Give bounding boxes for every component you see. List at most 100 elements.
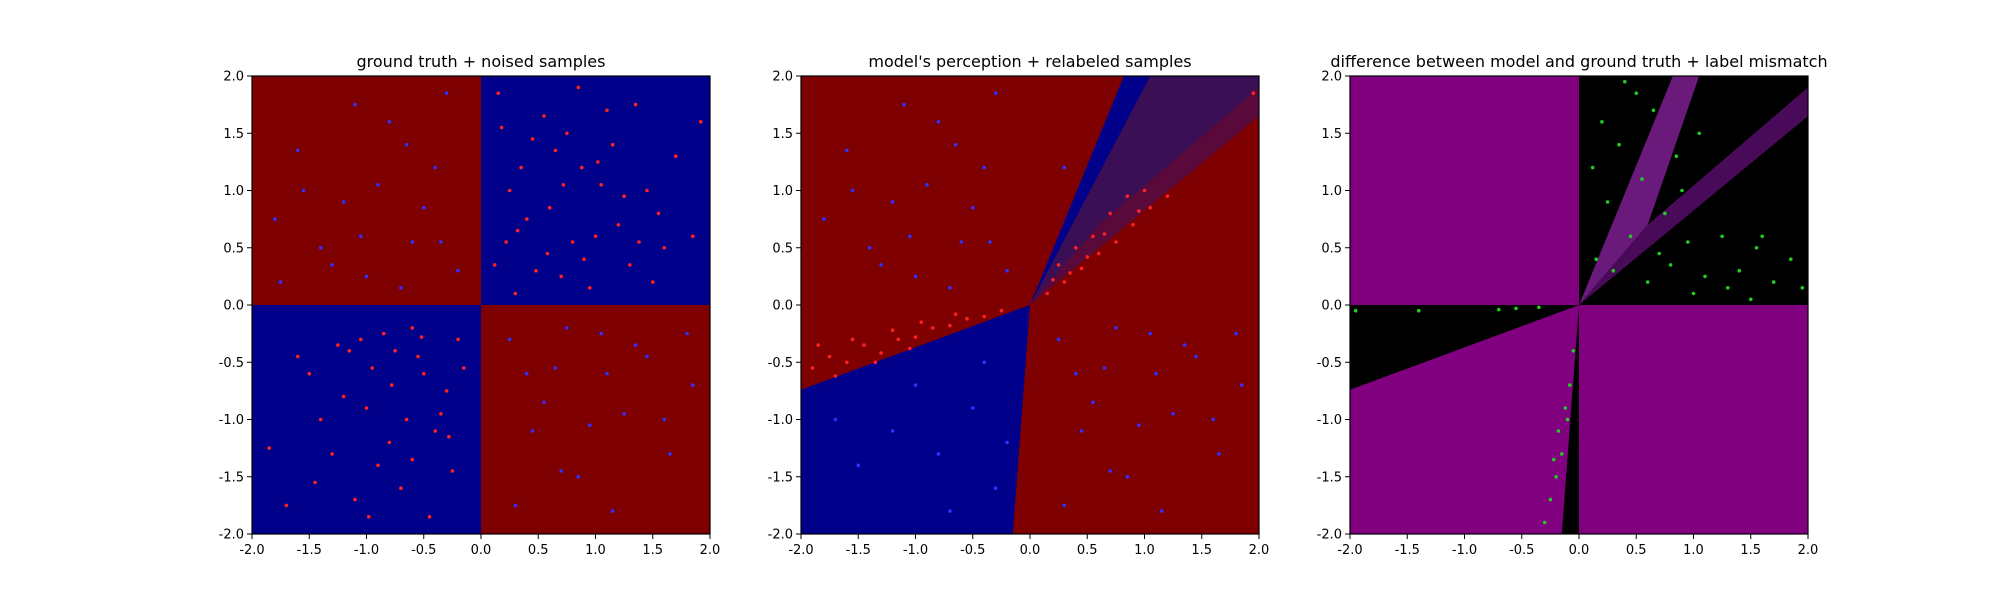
data-point: [1091, 400, 1095, 405]
data-point: [341, 200, 346, 204]
x-tick-label: -1.5: [1395, 543, 1420, 558]
y-tick-label: -2.0: [768, 528, 793, 543]
data-point: [596, 160, 600, 164]
y-tick-label: -2.0: [219, 528, 244, 543]
data-point: [645, 188, 649, 193]
x-tick-label: 0.0: [1020, 543, 1041, 558]
data-point: [628, 263, 632, 267]
data-point: [988, 240, 992, 244]
data-point: [1556, 429, 1561, 433]
data-point: [913, 335, 918, 339]
data-point: [662, 246, 666, 250]
x-tick-label: 2.0: [700, 543, 721, 558]
data-point: [1800, 286, 1805, 290]
data-point: [588, 286, 592, 290]
data-point: [908, 346, 912, 351]
data-point: [1590, 165, 1595, 170]
data-point: [387, 440, 392, 445]
data-point: [1056, 337, 1061, 342]
y-tick-label: 1.0: [772, 184, 793, 199]
y-tick-label: 0.0: [1321, 299, 1342, 314]
data-point: [404, 417, 409, 422]
chart-title: ground truth + noised samples: [357, 52, 606, 71]
data-point: [1125, 194, 1130, 198]
data-point: [622, 412, 626, 416]
x-tick-label: 1.5: [1740, 543, 1761, 558]
data-point: [1611, 268, 1616, 273]
data-point: [439, 240, 443, 244]
data-point: [561, 183, 566, 187]
data-point: [1691, 291, 1696, 296]
data-point: [599, 331, 603, 336]
data-point: [1194, 354, 1198, 359]
data-point: [570, 240, 575, 244]
data-point: [673, 154, 678, 158]
data-point: [330, 452, 334, 456]
data-point: [633, 102, 638, 107]
data-point: [845, 148, 849, 153]
region-2: [801, 305, 1030, 534]
data-point: [588, 423, 592, 428]
data-point: [1148, 205, 1152, 210]
data-point: [393, 349, 397, 353]
data-point: [399, 486, 403, 491]
data-point: [1211, 417, 1215, 422]
data-point: [1617, 142, 1621, 147]
data-point: [416, 354, 420, 359]
data-point: [513, 291, 518, 296]
data-point: [610, 142, 615, 147]
data-point: [959, 240, 964, 244]
data-point: [1131, 223, 1135, 227]
x-tick-label: 1.0: [1683, 543, 1704, 558]
data-point: [890, 200, 895, 204]
data-point: [301, 188, 306, 193]
data-point: [622, 194, 626, 198]
plot-area: [1350, 76, 1808, 534]
data-point: [1079, 266, 1084, 271]
data-point: [1657, 251, 1661, 256]
data-point: [422, 371, 426, 376]
x-tick-label: -1.0: [1452, 543, 1477, 558]
data-point: [890, 429, 895, 433]
data-point: [330, 263, 334, 267]
data-point: [1537, 305, 1541, 310]
data-point: [1674, 154, 1679, 158]
data-point: [1062, 165, 1067, 170]
data-point: [1645, 280, 1650, 284]
data-point: [389, 383, 394, 387]
data-point: [850, 337, 855, 342]
y-axis: -2.0 -1.5 -1.0 -0.5 0.0 0.5 1.0 1.5 2.0: [1317, 70, 1350, 543]
data-point: [576, 85, 581, 90]
data-point: [1171, 412, 1175, 416]
data-point: [1051, 278, 1055, 282]
x-tick-label: -1.5: [297, 543, 322, 558]
data-point: [1125, 475, 1130, 479]
y-tick-label: 1.5: [772, 127, 793, 142]
x-tick-label: -1.0: [354, 543, 379, 558]
data-point: [616, 223, 621, 227]
data-point: [862, 343, 866, 347]
data-point: [1726, 286, 1730, 290]
data-point: [507, 188, 512, 193]
data-point: [427, 515, 432, 519]
x-tick-label: -2.0: [239, 543, 264, 558]
data-point: [1623, 79, 1627, 84]
plot-area: [801, 76, 1259, 534]
x-tick-label: 0.5: [1077, 543, 1098, 558]
region-2: [481, 76, 710, 305]
data-point: [307, 371, 312, 376]
data-point: [1251, 91, 1256, 95]
data-point: [534, 268, 538, 273]
data-point: [530, 429, 535, 433]
data-point: [827, 354, 832, 359]
data-point: [376, 183, 380, 187]
data-point: [444, 91, 449, 95]
data-point: [656, 211, 661, 216]
data-point: [364, 274, 369, 279]
x-tick-label: -1.0: [903, 543, 928, 558]
data-point: [399, 286, 403, 290]
data-point: [1114, 326, 1118, 330]
y-tick-label: -1.5: [1317, 470, 1342, 485]
data-point: [925, 183, 929, 187]
data-point: [856, 463, 861, 468]
